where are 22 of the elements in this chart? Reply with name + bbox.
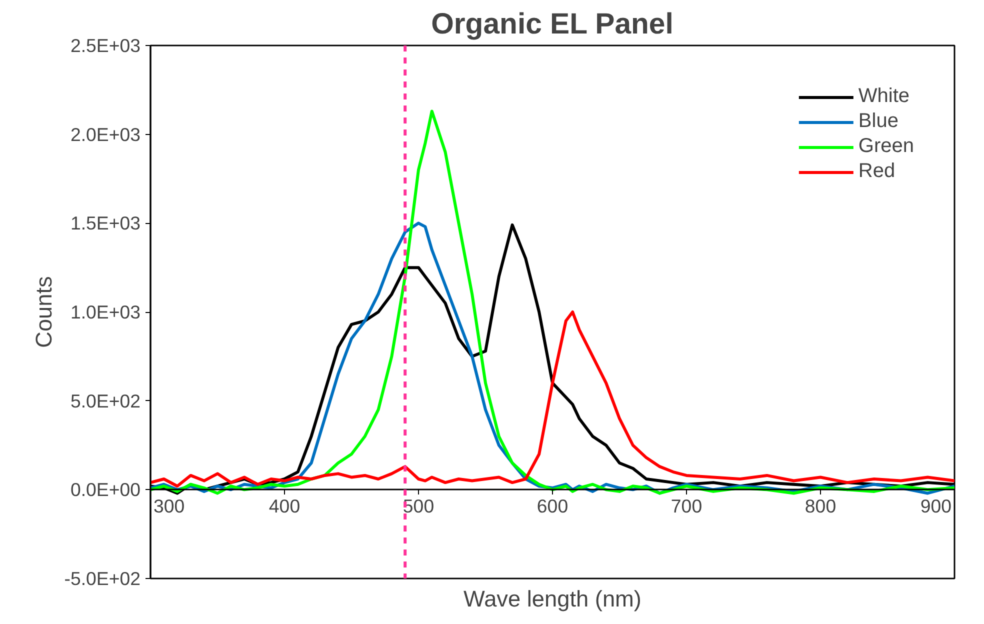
x-axis-title: Wave length (nm) (464, 586, 642, 612)
x-tick-label: 300 (154, 496, 185, 517)
y-tick-label: 1.5E+03 (70, 212, 141, 234)
x-tick-label: 800 (804, 496, 836, 517)
y-tick-label: 1.0E+03 (70, 302, 141, 322)
chart-title: Organic EL Panel (431, 8, 674, 40)
legend-label: Red (858, 160, 896, 183)
x-tick-label: 400 (268, 496, 300, 517)
line-series (150, 310, 954, 488)
legend-label: Blue (858, 110, 898, 133)
y-axis-title: Counts (30, 276, 56, 348)
y-tick-label: -5.0E+02 (64, 568, 141, 589)
y-tick-label: 5.0E+02 (70, 390, 141, 412)
x-tick-label: 900 (920, 496, 952, 517)
y-tick-label: 2.0E+03 (70, 124, 141, 145)
y-tick-label: 2.5E+03 (70, 35, 141, 56)
x-tick-label: 700 (670, 496, 702, 517)
legend-label: Green (858, 135, 914, 158)
line-series (150, 110, 954, 495)
x-tick-label: 600 (536, 496, 568, 517)
y-tick-label: 0.0E+00 (70, 479, 141, 500)
legend-label: White (858, 85, 910, 108)
